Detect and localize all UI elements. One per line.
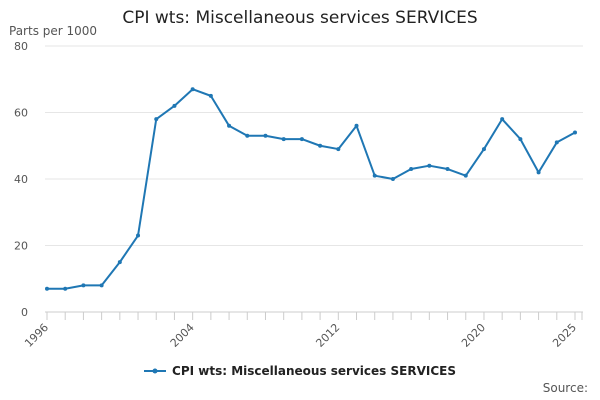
x-tick-label: 2020 [459,321,488,350]
x-tick-label: 1996 [22,321,51,350]
data-point [536,170,541,175]
data-point [81,283,86,288]
data-point [172,103,177,108]
data-point [409,167,414,172]
source-label: Source: [542,381,588,395]
data-point [318,143,323,148]
data-point [154,117,159,122]
data-point [190,87,195,92]
data-point [227,123,232,128]
y-tick-label: 0 [21,306,28,319]
data-point [463,173,468,178]
data-point [136,233,141,238]
y-axis: 0 20 40 60 80 [14,40,28,319]
data-point [281,137,286,142]
data-point [390,177,395,181]
data-point [299,137,304,142]
data-point [117,260,122,265]
legend-line-icon [144,368,167,374]
y-tick-label: 20 [14,240,28,253]
chart-title: CPI wts: Miscellaneous services SERVICES [122,8,478,28]
x-axis: 1996 2004 2012 2020 2025 [22,312,583,350]
data-point [573,130,577,135]
legend-label: CPI wts: Miscellaneous services SERVICES [172,364,456,378]
data-point [354,123,359,128]
data-point [500,117,505,122]
legend: CPI wts: Miscellaneous services SERVICES [0,364,600,378]
y-tick-label: 60 [14,107,28,120]
series-layer [45,87,577,291]
y-tick-label: 80 [14,40,28,53]
y-axis-label: Parts per 1000 [9,24,98,38]
data-point [518,137,523,142]
x-tick-label: 2025 [550,321,579,350]
data-point [336,147,341,152]
series-line [47,88,576,290]
x-tick-label: 2012 [313,321,342,350]
data-point [427,163,432,168]
data-point [445,167,450,172]
y-tick-label: 40 [14,173,28,186]
data-point [481,147,486,152]
gridlines [45,45,583,313]
x-tick-label: 2004 [168,321,197,350]
data-point [208,93,213,98]
data-point [245,133,250,138]
data-point [263,133,268,138]
data-point [99,283,104,288]
data-point [554,140,559,145]
data-point [63,286,68,291]
data-point [45,286,49,291]
data-point [372,173,377,178]
